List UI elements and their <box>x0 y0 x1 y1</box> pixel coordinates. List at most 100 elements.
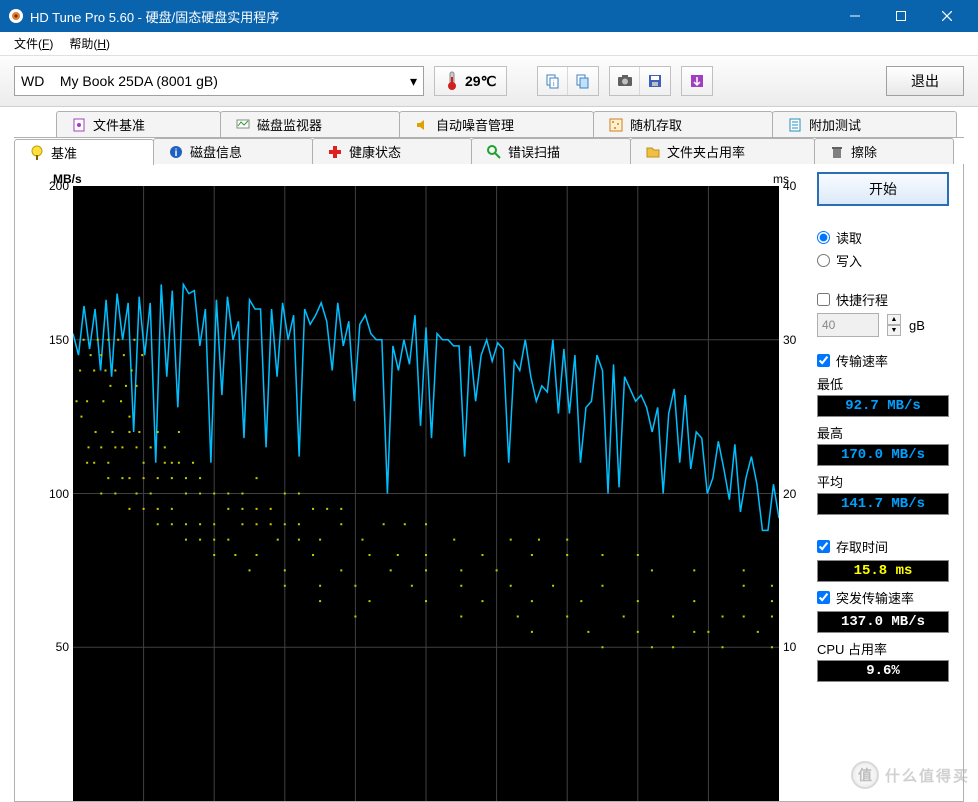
titlebar: HD Tune Pro 5.60 - 硬盘/固态硬盘实用程序 <box>0 0 978 32</box>
transfer-rate-checkbox[interactable] <box>817 354 830 367</box>
tab-label: 擦除 <box>851 142 877 161</box>
gb-input-row: ▲▼ gB <box>817 313 949 337</box>
write-label: 写入 <box>836 251 862 270</box>
gb-input <box>817 313 879 337</box>
app-icon <box>8 8 24 24</box>
additional-test-icon <box>787 117 803 133</box>
min-label: 最低 <box>817 374 949 393</box>
access-time-row[interactable]: 存取时间 <box>817 537 949 556</box>
access-time-label: 存取时间 <box>836 537 888 556</box>
menu-file[interactable]: 文件(F) <box>6 33 61 54</box>
chevron-down-icon: ▾ <box>410 73 417 90</box>
tab-健康状态[interactable]: 健康状态 <box>312 138 472 164</box>
drive-select[interactable]: WD My Book 25DA (8001 gB) ▾ <box>14 66 424 96</box>
y-right-tick: 20 <box>783 487 796 501</box>
toolbar: WD My Book 25DA (8001 gB) ▾ 29℃ i 退出 <box>0 56 978 107</box>
close-button[interactable] <box>924 0 970 32</box>
tab-随机存取[interactable]: 随机存取 <box>593 111 773 137</box>
exit-button[interactable]: 退出 <box>886 66 964 96</box>
folder-usage-icon <box>645 144 661 160</box>
transfer-rate-label: 传输速率 <box>836 351 888 370</box>
short-stroke-checkbox[interactable] <box>817 293 830 306</box>
minimize-button[interactable] <box>832 0 878 32</box>
tab-文件夹占用率[interactable]: 文件夹占用率 <box>630 138 815 164</box>
random-access-icon <box>608 117 624 133</box>
tab-label: 随机存取 <box>630 115 682 134</box>
cpu-usage-value: 9.6% <box>817 660 949 682</box>
max-label: 最高 <box>817 423 949 442</box>
noise-icon <box>414 117 430 133</box>
tabs-row-upper: 文件基准 磁盘监视器 自动噪音管理 随机存取 附加测试 <box>14 111 964 137</box>
access-time-checkbox[interactable] <box>817 540 830 553</box>
tab-磁盘信息[interactable]: i 磁盘信息 <box>153 138 313 164</box>
benchmark-icon <box>29 145 45 161</box>
health-icon <box>327 144 343 160</box>
read-label: 读取 <box>836 228 862 247</box>
spinner-down: ▼ <box>887 325 901 336</box>
file-benchmark-icon <box>71 117 87 133</box>
error-scan-icon <box>486 144 502 160</box>
tab-磁盘监视器[interactable]: 磁盘监视器 <box>220 111 400 137</box>
tab-label: 健康状态 <box>349 142 401 161</box>
screenshot-button[interactable] <box>610 67 640 95</box>
disk-monitor-icon <box>235 117 251 133</box>
side-panel: 开始 读取 写入 快捷行程 ▲▼ gB 传输速率 最低 92.7 MB/s 最高… <box>807 172 949 801</box>
y-left-tick: 100 <box>33 487 69 501</box>
tab-错误扫描[interactable]: 错误扫描 <box>471 138 631 164</box>
burst-rate-label: 突发传输速率 <box>836 588 914 607</box>
disk-info-icon: i <box>168 144 184 160</box>
y-left-tick: 150 <box>33 333 69 347</box>
tabs-area: 文件基准 磁盘监视器 自动噪音管理 随机存取 附加测试 基准 i 磁盘信息 健康状态 错误扫描文… <box>0 107 978 164</box>
maximize-button[interactable] <box>878 0 924 32</box>
tab-擦除[interactable]: 擦除 <box>814 138 954 164</box>
chart-pane: MB/s ms 20015010050 40302010 <box>29 172 807 801</box>
tab-文件基准[interactable]: 文件基准 <box>56 111 221 137</box>
options-button[interactable] <box>682 67 712 95</box>
svg-text:i: i <box>175 148 178 159</box>
tab-label: 磁盘监视器 <box>257 115 322 134</box>
avg-label: 平均 <box>817 472 949 491</box>
write-radio-row[interactable]: 写入 <box>817 251 949 270</box>
y-right-tick: 40 <box>783 179 796 193</box>
tool-group-save <box>609 66 671 96</box>
tab-label: 磁盘信息 <box>190 142 242 161</box>
burst-rate-value: 137.0 MB/s <box>817 611 949 633</box>
read-radio[interactable] <box>817 231 830 244</box>
temperature-value: 29℃ <box>465 73 496 90</box>
benchmark-chart <box>73 186 779 801</box>
tab-基准[interactable]: 基准 <box>14 139 154 165</box>
burst-rate-row[interactable]: 突发传输速率 <box>817 588 949 607</box>
temperature-display: 29℃ <box>434 66 507 96</box>
window-title: HD Tune Pro 5.60 - 硬盘/固态硬盘实用程序 <box>30 7 832 26</box>
copy-screenshot-button[interactable] <box>568 67 598 95</box>
y-left-ticks: 20015010050 <box>33 186 69 801</box>
y-left-tick: 200 <box>33 179 69 193</box>
tab-label: 文件基准 <box>93 115 145 134</box>
copy-info-button[interactable]: i <box>538 67 568 95</box>
spinner-up: ▲ <box>887 314 901 325</box>
menu-help[interactable]: 帮助(H) <box>61 33 118 54</box>
min-value: 92.7 MB/s <box>817 395 949 417</box>
y-right-tick: 10 <box>783 640 796 654</box>
gb-spinner: ▲▼ <box>887 314 901 336</box>
menubar: 文件(F) 帮助(H) <box>0 32 978 56</box>
save-button[interactable] <box>640 67 670 95</box>
drive-select-value: WD My Book 25DA (8001 gB) <box>21 73 218 89</box>
y-right-ticks: 40302010 <box>783 186 807 801</box>
tab-label: 自动噪音管理 <box>436 115 514 134</box>
tab-附加测试[interactable]: 附加测试 <box>772 111 957 137</box>
erase-icon <box>829 144 845 160</box>
write-radio[interactable] <box>817 254 830 267</box>
tool-group-options <box>681 66 713 96</box>
avg-value: 141.7 MB/s <box>817 493 949 515</box>
short-stroke-label: 快捷行程 <box>836 290 888 309</box>
tab-自动噪音管理[interactable]: 自动噪音管理 <box>399 111 594 137</box>
burst-rate-checkbox[interactable] <box>817 591 830 604</box>
y-left-tick: 50 <box>33 640 69 654</box>
read-radio-row[interactable]: 读取 <box>817 228 949 247</box>
content-area: MB/s ms 20015010050 40302010 开始 读取 写入 快捷… <box>14 164 964 802</box>
cpu-usage-label: CPU 占用率 <box>817 639 949 658</box>
short-stroke-row[interactable]: 快捷行程 <box>817 290 949 309</box>
start-button[interactable]: 开始 <box>817 172 949 206</box>
transfer-rate-row[interactable]: 传输速率 <box>817 351 949 370</box>
